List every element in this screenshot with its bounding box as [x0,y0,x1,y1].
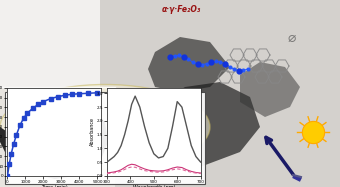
Text: 5%rGO: 5%rGO [111,98,140,107]
Text: ⌀: ⌀ [287,31,295,45]
X-axis label: Time (min): Time (min) [41,185,68,187]
Polygon shape [148,37,230,92]
Polygon shape [140,82,260,167]
Polygon shape [5,105,108,179]
FancyBboxPatch shape [5,92,205,184]
Polygon shape [0,87,115,187]
Ellipse shape [0,85,210,169]
Polygon shape [20,125,85,172]
X-axis label: Wavelength (nm): Wavelength (nm) [133,185,175,187]
Polygon shape [0,127,30,157]
Y-axis label: Absorbance: Absorbance [90,117,95,146]
Polygon shape [240,62,300,117]
Text: α·γ·Fe₂O₃: α·γ·Fe₂O₃ [162,5,201,14]
Text: α-Fe₂O₃: α-Fe₂O₃ [42,132,69,138]
FancyArrow shape [108,108,160,122]
Polygon shape [100,0,340,187]
